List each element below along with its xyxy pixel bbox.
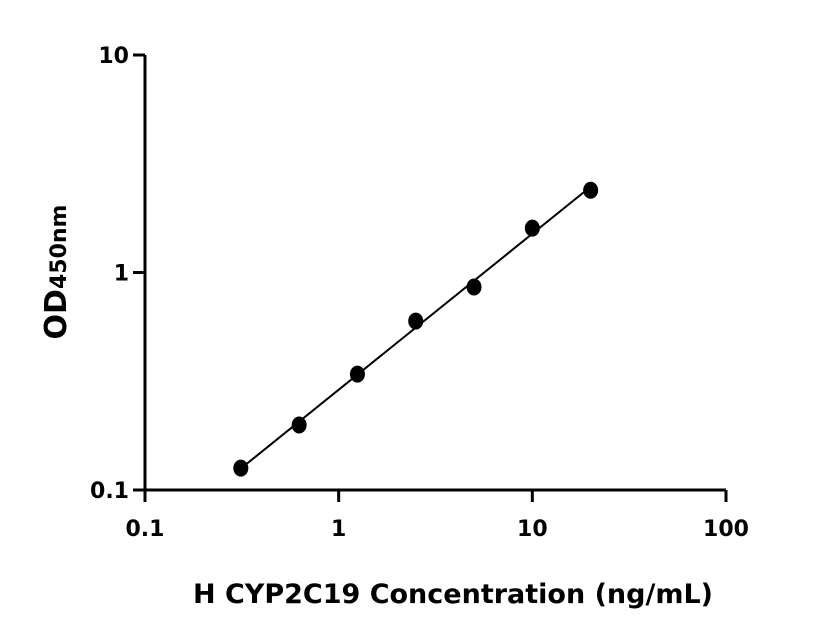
data-point <box>349 365 365 383</box>
y-axis-label: OD450nm <box>39 205 74 340</box>
x-tick-label: 100 <box>703 517 749 542</box>
data-point <box>583 181 599 199</box>
data-point <box>466 278 482 296</box>
data-point <box>524 219 540 237</box>
data-point <box>233 459 249 477</box>
data-point <box>408 312 424 330</box>
y-tick-label: 0.1 <box>90 479 129 504</box>
data-points <box>233 181 599 477</box>
y-axis-label-main: OD <box>39 289 74 339</box>
y-tick-label: 1 <box>114 262 129 287</box>
ticks: 0.1 1 10 100 0.1 1 10 <box>90 44 749 542</box>
data-point <box>291 416 307 434</box>
x-tick-label: 10 <box>517 517 548 542</box>
x-tick-label: 0.1 <box>126 517 165 542</box>
axes <box>143 55 726 492</box>
y-tick-label: 10 <box>98 44 129 69</box>
x-tick-label: 1 <box>331 517 346 542</box>
y-axis-label-subscript: 450nm <box>47 205 72 290</box>
x-axis-label: H CYP2C19 Concentration (ng/mL) <box>193 579 713 610</box>
